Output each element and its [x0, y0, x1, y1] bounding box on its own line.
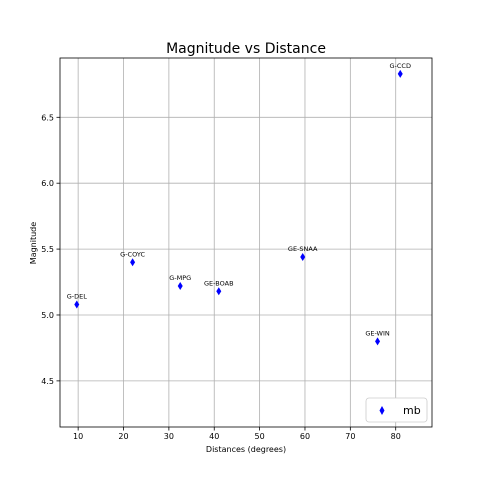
- data-point-label: G-COYC: [120, 250, 145, 258]
- data-point: [375, 337, 381, 346]
- x-tick-label: 20: [118, 432, 128, 441]
- data-point-label: GE-WIN: [365, 329, 390, 337]
- legend-marker: [379, 406, 385, 415]
- x-tick-label: 10: [73, 432, 83, 441]
- x-tick-label: 60: [300, 432, 310, 441]
- plot-frame: [59, 57, 433, 428]
- y-tick-label: 4.5: [41, 377, 54, 386]
- data-point-label: G-MPG: [169, 274, 191, 282]
- data-point-label: GE-SNAA: [288, 245, 318, 253]
- legend-box: [365, 397, 428, 423]
- y-tick-label: 5.5: [41, 245, 54, 254]
- x-tick-label: 40: [209, 432, 219, 441]
- data-point-label: G-DEL: [67, 292, 87, 300]
- x-tick-label: 50: [255, 432, 265, 441]
- legend-label: mb: [403, 404, 421, 417]
- data-point: [177, 281, 183, 290]
- legend: mb: [365, 397, 428, 423]
- axis-ticks: 10 20 30 40 50 60 70 80 4.5 5.0 5.5 6.0 6.5: [41, 113, 401, 441]
- x-axis-label: Distances (degrees): [206, 445, 286, 454]
- data-point: [130, 258, 136, 267]
- y-tick-label: 6.5: [41, 113, 54, 122]
- x-tick-label: 80: [391, 432, 401, 441]
- data-point: [74, 300, 80, 309]
- data-point-label: GE-BOAB: [204, 279, 234, 287]
- y-tick-label: 5.0: [41, 311, 54, 320]
- grid: [60, 58, 432, 427]
- data-points: [74, 69, 403, 346]
- x-tick-label: 30: [164, 432, 174, 441]
- y-axis-label: Magnitude: [29, 222, 38, 264]
- data-point: [300, 252, 306, 261]
- y-tick-label: 6.0: [41, 179, 54, 188]
- chart-title: Magnitude vs Distance: [166, 41, 326, 57]
- point-labels: G-DEL G-COYC G-MPG GE-BOAB GE-SNAA GE-WIN G-CC…: [67, 62, 411, 338]
- x-tick-label: 70: [345, 432, 355, 441]
- data-point: [216, 287, 222, 296]
- data-point-label: G-CCD: [390, 62, 411, 70]
- data-point: [397, 69, 403, 78]
